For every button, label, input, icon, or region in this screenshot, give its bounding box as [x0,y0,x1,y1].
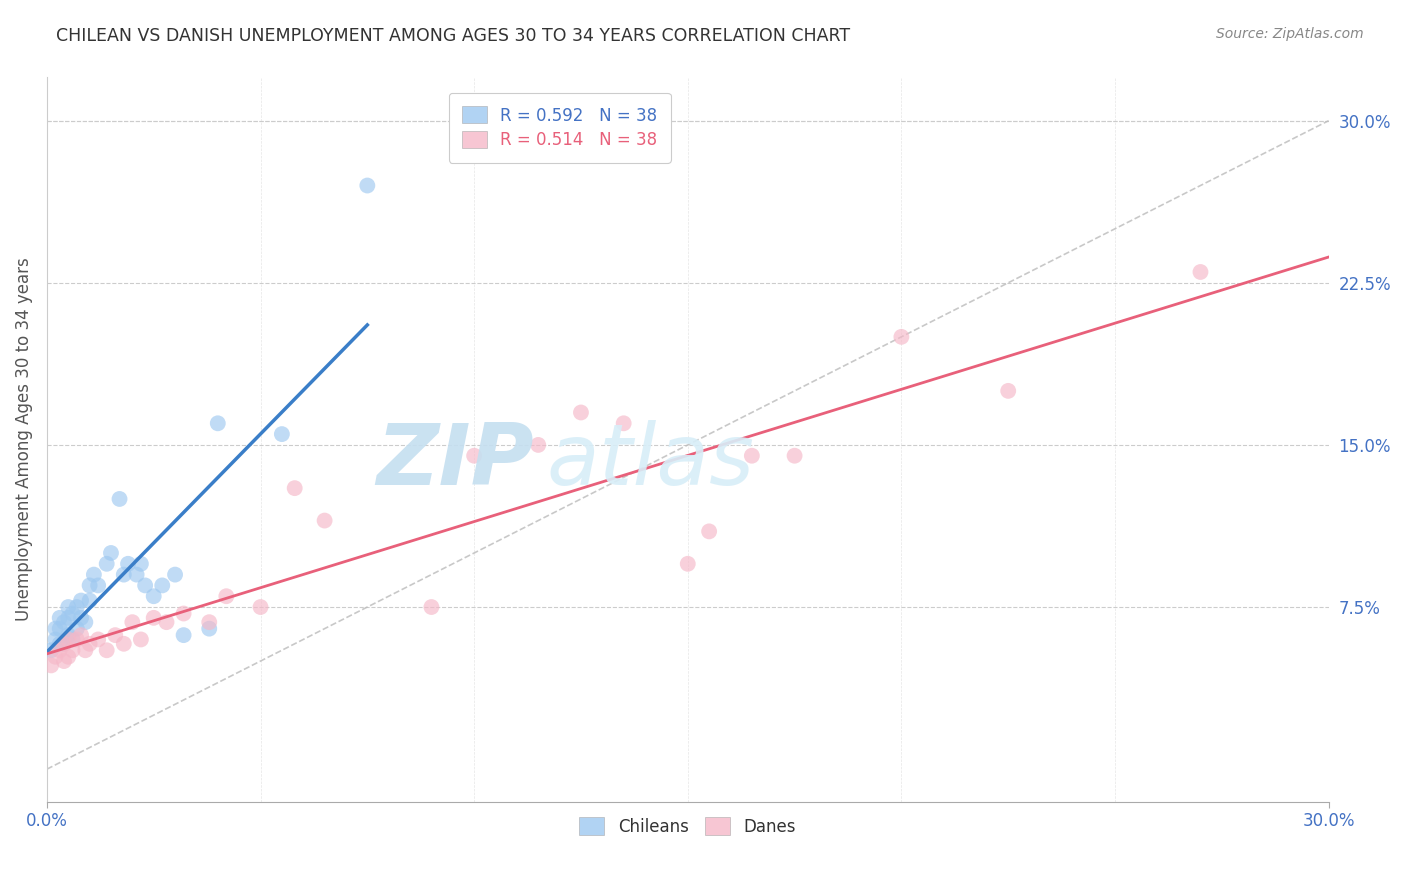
Point [613,417,636,431]
Point [121,615,143,629]
Point [79,637,101,651]
Point [741,449,763,463]
Point [420,600,443,615]
Point [70,593,93,607]
Point [87,578,110,592]
Text: CHILEAN VS DANISH UNEMPLOYMENT AMONG AGES 30 TO 34 YEARS CORRELATION CHART: CHILEAN VS DANISH UNEMPLOYMENT AMONG AGE… [56,27,851,45]
Point [314,514,336,528]
Point [112,567,135,582]
Point [356,178,378,193]
Y-axis label: Unemployment Among Ages 30 to 34 years: Unemployment Among Ages 30 to 34 years [15,258,32,622]
Legend: Chileans, Danes: Chileans, Danes [571,809,804,844]
Point [66,600,89,615]
Point [142,589,165,603]
Text: ZIP: ZIP [377,420,534,503]
Point [58,632,80,647]
Point [125,567,148,582]
Point [104,628,127,642]
Point [284,481,307,495]
Point [270,427,292,442]
Point [48,611,70,625]
Point [165,567,187,582]
Point [676,557,699,571]
Point [112,637,135,651]
Point [70,611,93,625]
Point [58,628,80,642]
Point [44,649,66,664]
Point [997,384,1019,398]
Point [134,578,156,592]
Point [58,600,80,615]
Point [129,557,152,571]
Point [75,615,97,629]
Point [96,643,118,657]
Point [87,632,110,647]
Point [173,607,195,621]
Point [62,632,84,647]
Point [48,637,70,651]
Point [100,546,122,560]
Text: atlas: atlas [547,420,755,503]
Point [173,628,195,642]
Point [155,615,177,629]
Point [83,567,105,582]
Point [207,417,229,431]
Point [569,405,592,419]
Point [79,593,101,607]
Point [198,615,221,629]
Point [117,557,139,571]
Point [48,622,70,636]
Point [783,449,806,463]
Point [62,643,84,657]
Point [53,637,76,651]
Point [39,643,62,657]
Point [96,557,118,571]
Text: Source: ZipAtlas.com: Source: ZipAtlas.com [1216,27,1364,41]
Point [75,643,97,657]
Point [79,578,101,592]
Point [215,589,238,603]
Point [697,524,720,539]
Point [44,622,66,636]
Point [53,615,76,629]
Point [58,649,80,664]
Point [53,654,76,668]
Point [53,637,76,651]
Point [129,632,152,647]
Point [39,658,62,673]
Point [62,607,84,621]
Point [142,611,165,625]
Point [70,628,93,642]
Point [463,449,485,463]
Point [249,600,271,615]
Point [1189,265,1212,279]
Point [890,330,912,344]
Point [108,491,131,506]
Point [66,622,89,636]
Point [44,632,66,647]
Point [48,643,70,657]
Point [198,622,221,636]
Point [58,611,80,625]
Point [150,578,173,592]
Point [527,438,550,452]
Point [66,632,89,647]
